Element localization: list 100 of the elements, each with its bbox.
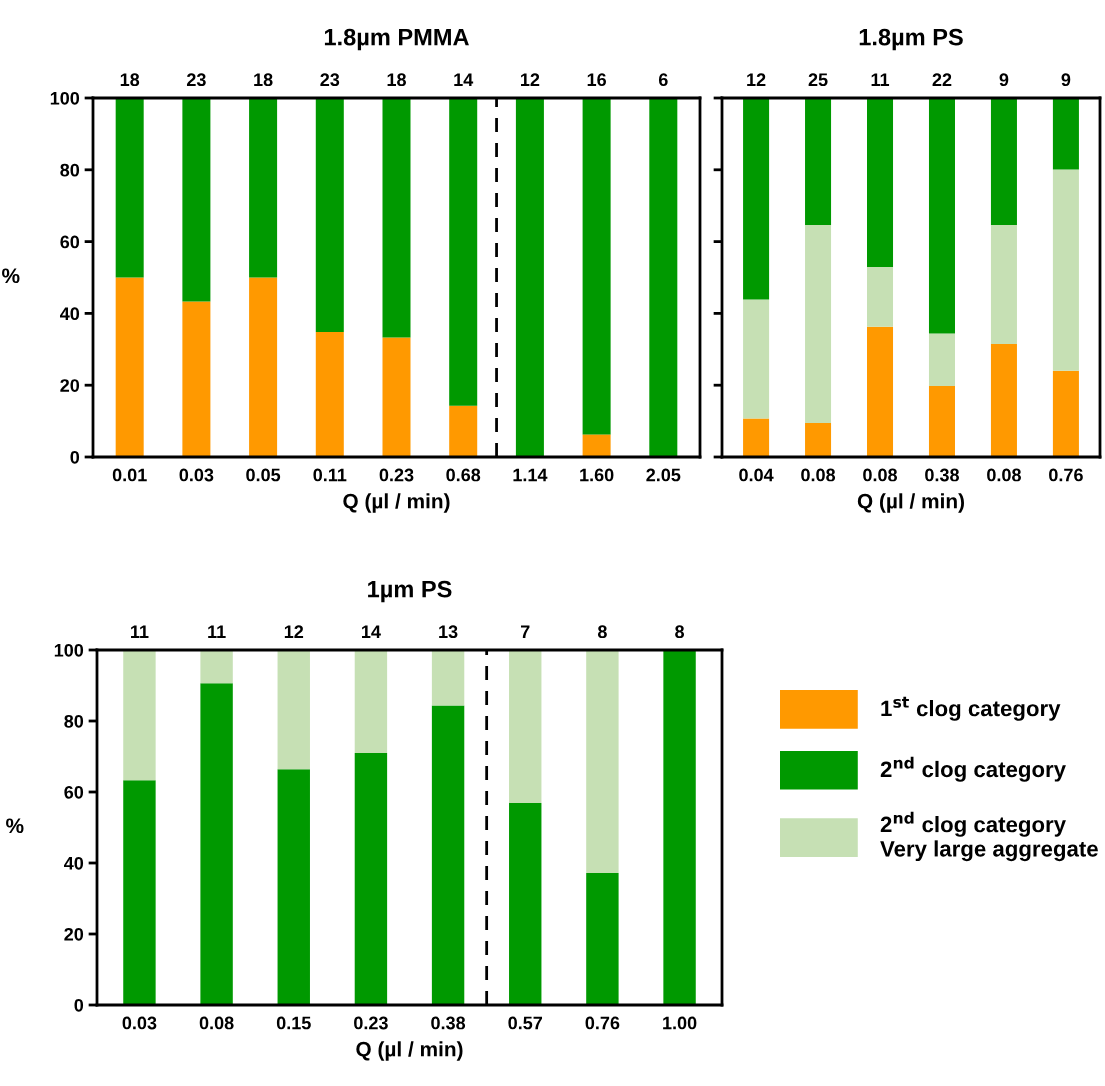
bar bbox=[315, 98, 344, 333]
bar bbox=[123, 650, 156, 781]
y-tick-label: 60 bbox=[60, 235, 80, 249]
y-tick-label: 80 bbox=[64, 714, 84, 728]
bar bbox=[867, 98, 894, 268]
bar bbox=[582, 98, 611, 435]
text: 25 bbox=[808, 73, 828, 87]
x-axis-title: Q (µl / min) bbox=[343, 493, 450, 513]
x-tick-label: 0.03 bbox=[179, 468, 214, 482]
chart-title: 1.8µm PS bbox=[859, 28, 963, 51]
bar bbox=[431, 705, 465, 1005]
y-tick-label: 40 bbox=[60, 307, 80, 321]
x-axis-title: Q (µl / min) bbox=[857, 493, 964, 513]
y-tick-label: 100 bbox=[50, 91, 80, 105]
x-tick-label: 1.14 bbox=[513, 468, 548, 482]
bar bbox=[990, 225, 1017, 344]
bar bbox=[509, 803, 542, 1005]
text: 8 bbox=[597, 625, 607, 639]
bar bbox=[805, 422, 832, 457]
x-tick-label: 0.08 bbox=[199, 1016, 234, 1030]
x-tick-label: 0.76 bbox=[1049, 468, 1083, 482]
text: 7 bbox=[521, 625, 530, 638]
chart-title: 1.8µm PMMA bbox=[324, 28, 469, 51]
text: 18 bbox=[387, 73, 406, 87]
x-tick-label: 0.76 bbox=[585, 1016, 620, 1030]
bar bbox=[743, 98, 770, 300]
x-tick-label: 0.23 bbox=[379, 468, 414, 482]
text: 12 bbox=[747, 73, 766, 86]
bar bbox=[315, 332, 344, 457]
x-tick-label: 0.38 bbox=[925, 468, 959, 482]
x-tick-label: 0.11 bbox=[313, 468, 347, 482]
bar bbox=[928, 333, 955, 386]
x-tick-label: 0.05 bbox=[246, 468, 281, 482]
bar bbox=[649, 98, 678, 457]
bar bbox=[586, 872, 619, 1005]
bar bbox=[123, 780, 156, 1005]
text: 9 bbox=[999, 73, 1009, 87]
bar bbox=[354, 752, 388, 1005]
x-tick-label: 0.08 bbox=[987, 468, 1021, 482]
bar bbox=[277, 769, 310, 1005]
text: 11 bbox=[871, 73, 890, 86]
text: 14 bbox=[454, 73, 474, 86]
text: 18 bbox=[254, 73, 273, 87]
bar bbox=[249, 277, 278, 457]
bar bbox=[449, 405, 478, 457]
y-tick-label: 100 bbox=[54, 643, 84, 657]
y-tick-label: 0 bbox=[74, 998, 84, 1012]
y-tick-label: 80 bbox=[60, 163, 80, 177]
x-tick-label: 0.57 bbox=[508, 1016, 543, 1030]
bar bbox=[990, 343, 1017, 457]
bar bbox=[582, 434, 611, 457]
bar bbox=[1052, 370, 1079, 457]
bar bbox=[515, 98, 544, 457]
chart-title: 1µm PS bbox=[368, 580, 452, 603]
bar bbox=[382, 98, 411, 338]
bar bbox=[990, 98, 1017, 226]
bar bbox=[182, 98, 211, 302]
legend-label: 2$^{nd}$ clog category bbox=[880, 756, 1066, 782]
x-tick-label: 0.03 bbox=[122, 1016, 157, 1030]
y-axis-title: % bbox=[6, 818, 24, 834]
y-tick-label: 20 bbox=[64, 927, 84, 941]
bar bbox=[449, 98, 478, 406]
bar bbox=[1052, 169, 1079, 371]
bar bbox=[354, 650, 388, 753]
x-tick-label: 1.00 bbox=[663, 1016, 697, 1030]
x-tick-label: 0.68 bbox=[446, 468, 481, 482]
bar bbox=[382, 337, 411, 457]
x-tick-label: 0.15 bbox=[276, 1016, 311, 1030]
bar bbox=[928, 385, 955, 457]
text: 16 bbox=[587, 73, 606, 87]
y-tick-label: 0 bbox=[70, 450, 80, 464]
text: 23 bbox=[320, 73, 340, 87]
bar bbox=[249, 98, 278, 278]
legend-label: 1$^{st}$ clog category bbox=[881, 696, 1061, 721]
text: 22 bbox=[932, 73, 952, 86]
x-tick-label: 0.23 bbox=[354, 1016, 388, 1030]
bar bbox=[1052, 98, 1079, 170]
text: 9 bbox=[1061, 73, 1071, 87]
x-tick-label: 0.08 bbox=[801, 468, 836, 482]
x-tick-label: 1.60 bbox=[580, 468, 614, 482]
text: 8 bbox=[675, 625, 685, 639]
legend-label: 2$^{nd}$ clog category Very large aggregate bbox=[880, 811, 1098, 862]
x-tick-label: 0.08 bbox=[863, 468, 898, 482]
bar bbox=[805, 98, 832, 226]
bar bbox=[867, 326, 894, 457]
bar bbox=[115, 98, 144, 278]
bar bbox=[509, 650, 542, 804]
y-tick-label: 60 bbox=[64, 785, 84, 799]
bar bbox=[805, 225, 832, 423]
x-axis-title: Q (µl / min) bbox=[356, 1041, 463, 1061]
bar bbox=[743, 299, 770, 419]
y-tick-label: 20 bbox=[60, 379, 80, 392]
text: 11 bbox=[208, 625, 226, 638]
x-tick-label: 0.38 bbox=[431, 1016, 466, 1030]
text: 12 bbox=[284, 625, 304, 638]
bar bbox=[586, 650, 619, 873]
bar bbox=[115, 277, 144, 457]
bar bbox=[867, 267, 894, 327]
bar bbox=[277, 650, 310, 770]
text: 18 bbox=[120, 73, 140, 87]
